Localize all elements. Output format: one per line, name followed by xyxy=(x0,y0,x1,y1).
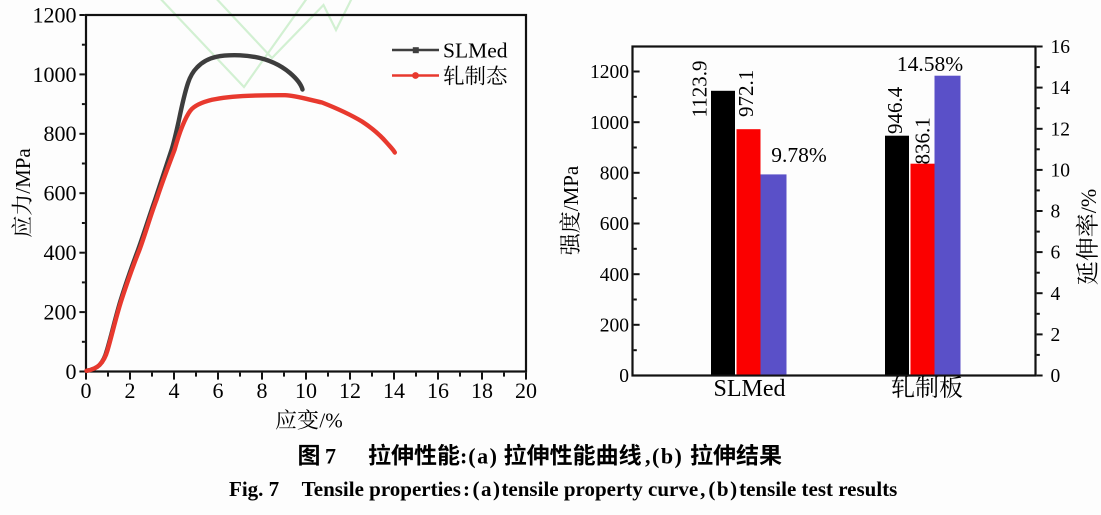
svg-text:0: 0 xyxy=(619,366,629,387)
svg-text:1123.9: 1123.9 xyxy=(688,61,712,118)
svg-text:12: 12 xyxy=(339,378,361,403)
svg-text:16: 16 xyxy=(427,378,449,403)
svg-text:6: 6 xyxy=(213,378,224,403)
svg-text:9.78%: 9.78% xyxy=(771,143,827,167)
svg-text:/MPa: /MPa xyxy=(559,165,583,211)
svg-text:18: 18 xyxy=(471,378,493,403)
svg-text:SLMed: SLMed xyxy=(443,39,508,63)
svg-text:16: 16 xyxy=(1051,37,1071,58)
svg-text:8: 8 xyxy=(1051,202,1061,223)
svg-text:2: 2 xyxy=(1051,325,1061,346)
svg-text:10: 10 xyxy=(1051,161,1071,182)
svg-text:800: 800 xyxy=(600,163,629,184)
svg-text:/%: /% xyxy=(319,409,342,433)
svg-text:10: 10 xyxy=(295,378,317,403)
svg-text:14: 14 xyxy=(383,378,405,403)
svg-text::: : xyxy=(460,444,467,469)
svg-text:800: 800 xyxy=(44,121,77,146)
svg-text:600: 600 xyxy=(600,214,629,235)
svg-text:/%: /% xyxy=(1076,189,1101,213)
svg-text:0: 0 xyxy=(1051,366,1061,387)
svg-text:400: 400 xyxy=(600,265,629,286)
svg-text:,: , xyxy=(645,444,651,469)
svg-text:1000: 1000 xyxy=(33,62,77,87)
svg-text:14.58%: 14.58% xyxy=(897,52,963,76)
svg-text:4: 4 xyxy=(1051,284,1061,305)
svg-text:8: 8 xyxy=(257,378,268,403)
svg-text:6: 6 xyxy=(1051,243,1061,264)
svg-text:/MPa: /MPa xyxy=(11,148,35,194)
svg-text:1000: 1000 xyxy=(590,113,629,134)
svg-text:0: 0 xyxy=(81,378,92,403)
svg-text:200: 200 xyxy=(600,315,629,336)
svg-text:1200: 1200 xyxy=(590,62,629,83)
svg-text:946.4: 946.4 xyxy=(883,86,907,134)
svg-text:(b): (b) xyxy=(652,444,683,469)
svg-text:14: 14 xyxy=(1051,78,1071,99)
svg-text:2: 2 xyxy=(125,378,136,403)
svg-text:0: 0 xyxy=(66,359,77,384)
svg-text:4: 4 xyxy=(169,378,180,403)
svg-text:SLMed: SLMed xyxy=(714,376,786,402)
svg-text:12: 12 xyxy=(1051,119,1071,140)
svg-text:20: 20 xyxy=(515,378,537,403)
svg-text:836.1: 836.1 xyxy=(911,117,935,164)
svg-text:972.1: 972.1 xyxy=(734,70,758,117)
svg-text:600: 600 xyxy=(44,181,77,206)
svg-text:7: 7 xyxy=(325,444,336,469)
svg-text:(a): (a) xyxy=(468,444,498,469)
svg-text:1200: 1200 xyxy=(33,2,77,27)
svg-text:200: 200 xyxy=(44,300,77,325)
svg-text:400: 400 xyxy=(44,240,77,265)
